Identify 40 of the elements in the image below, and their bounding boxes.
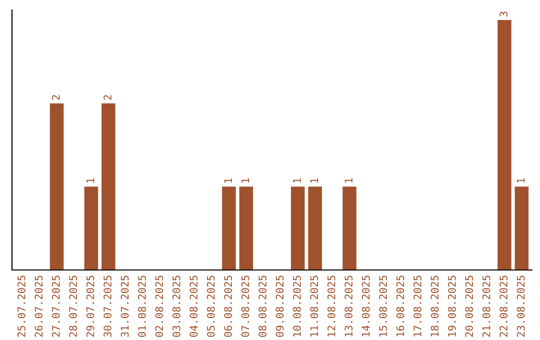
x-tick-label: 17.08.2025	[414, 276, 422, 336]
x-tick-label: 30.07.2025	[104, 276, 112, 337]
x-tick-label: 28.07.2025	[69, 276, 78, 337]
x-tick-label: 20.08.2025	[465, 276, 474, 337]
x-tick-label: 16.08.2025	[396, 276, 404, 336]
x-tick-label: 14.08.2025	[362, 276, 370, 336]
x-tick-label: 11.08.2025	[310, 276, 318, 336]
data-label: 1	[310, 178, 318, 183]
x-tick-label: 23.08.2025	[516, 276, 525, 337]
x-tick-label: 07.08.2025	[241, 276, 250, 337]
x-tick-label: 03.08.2025	[172, 276, 180, 337]
data-label: 1	[344, 178, 352, 183]
x-tick-label: 08.08.2025	[258, 276, 266, 337]
data-label: 1	[241, 178, 250, 183]
data-label: 3	[500, 12, 508, 17]
x-tick-label: 25.07.2025	[18, 276, 26, 337]
x-tick-label: 27.07.2025	[52, 276, 60, 337]
x-tick-label: 26.07.2025	[34, 276, 43, 337]
x-tick-label: 29.07.2025	[86, 276, 94, 337]
x-tick-label: 13.08.2025	[344, 276, 353, 336]
x-tick-label: 31.07.2025	[120, 276, 129, 337]
data-label: 2	[104, 95, 112, 100]
x-tick-label: 05.08.2025	[206, 276, 215, 337]
x-tick-label: 02.08.2025	[155, 276, 164, 337]
x-tick-label: 06.08.2025	[224, 276, 232, 337]
x-tick-label: 10.08.2025	[293, 276, 301, 336]
data-label: 1	[86, 178, 94, 183]
x-tick-label: 22.08.2025	[500, 276, 508, 337]
x-tick-label: 15.08.2025	[379, 276, 387, 336]
x-tick-label: 19.08.2025	[448, 276, 456, 336]
data-label: 2	[52, 95, 60, 100]
x-tick-label: 21.08.2025	[482, 276, 490, 337]
x-tick-label: 04.08.2025	[190, 276, 198, 337]
data-label: 1	[224, 178, 232, 183]
x-tick-label: 12.08.2025	[327, 276, 336, 336]
x-tick-label: 09.08.2025	[276, 276, 284, 337]
x-tick-label: 01.08.2025	[138, 276, 146, 337]
x-tick-label: 18.08.2025	[430, 276, 439, 336]
data-label: 1	[293, 178, 301, 183]
data-label: 1	[516, 178, 525, 183]
